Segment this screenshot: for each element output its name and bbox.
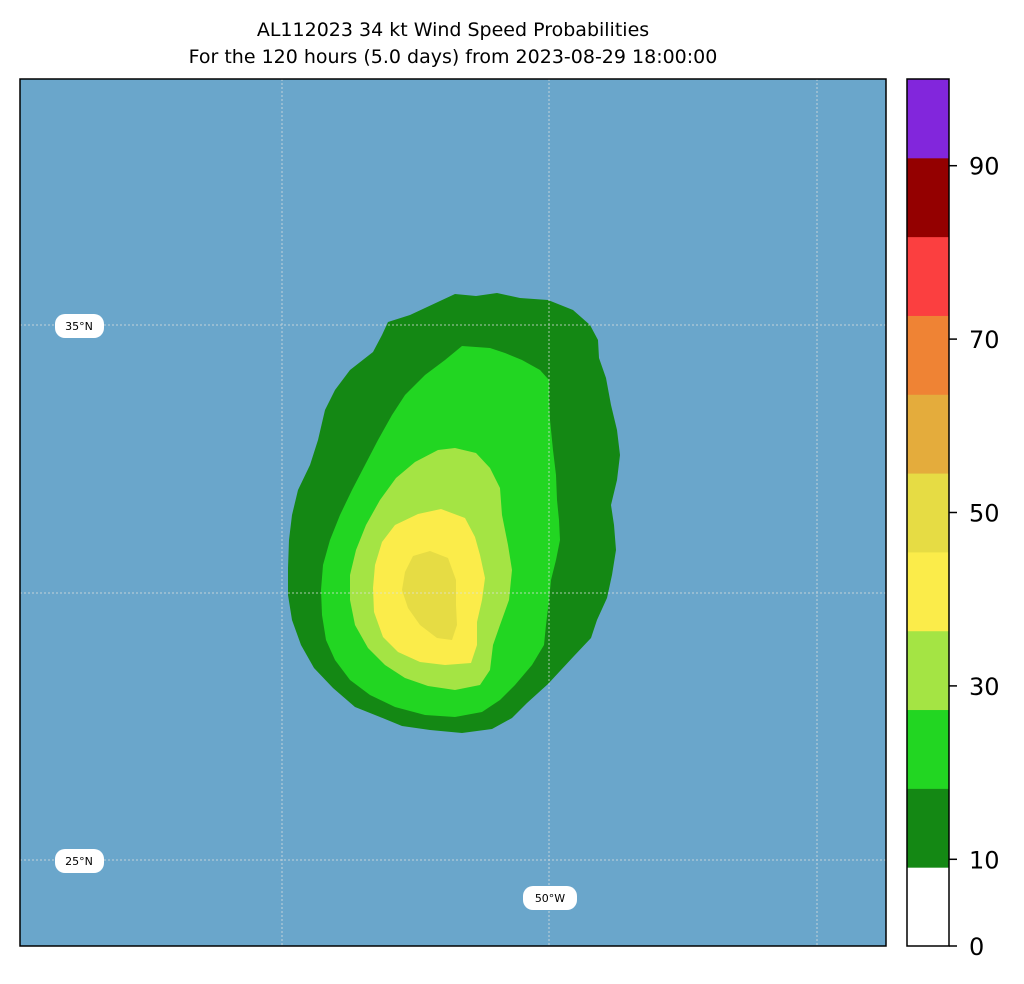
colorbar-bin-10-20 xyxy=(907,709,949,789)
colorbar-tick-label: 0 xyxy=(969,933,984,961)
colorbar-bin-30-40 xyxy=(907,551,949,632)
map-subtitle: For the 120 hours (5.0 days) from 2023-0… xyxy=(188,46,718,68)
colorbar-bin-20-30 xyxy=(907,630,949,711)
colorbar-bin-0-5 xyxy=(907,867,949,947)
lat-label-25n: 25°N xyxy=(55,849,104,873)
colorbar-bin-80-90 xyxy=(907,157,949,238)
colorbar: 0 10 30 50 70 90 xyxy=(906,78,1000,961)
colorbar-bin-5-10 xyxy=(907,788,949,868)
colorbar-tick-label: 50 xyxy=(969,500,1000,528)
lon-label-50w: 50°W xyxy=(523,886,577,910)
colorbar-bin-70-80 xyxy=(907,236,949,316)
colorbar-tick-label: 10 xyxy=(969,846,1000,874)
lon-label-50w-text: 50°W xyxy=(535,892,565,905)
map-frame xyxy=(19,78,887,947)
colorbar-tick-label: 30 xyxy=(969,673,1000,701)
lat-label-25n-text: 25°N xyxy=(65,855,93,868)
gridlines xyxy=(20,79,886,946)
colorbar-bin-90-100 xyxy=(907,79,949,159)
colorbar-tick-label: 90 xyxy=(969,153,1000,181)
colorbar-tick-label: 70 xyxy=(969,326,1000,354)
contour-40-50 xyxy=(402,551,457,640)
colorbar-bin-50-60 xyxy=(907,394,949,474)
colorbar-bin-40-50 xyxy=(907,473,949,553)
lat-label-35n: 35°N xyxy=(55,314,104,338)
map-title: AL112023 34 kt Wind Speed Probabilities xyxy=(256,19,650,41)
lat-label-35n-text: 35°N xyxy=(65,320,93,333)
colorbar-bin-60-70 xyxy=(907,315,949,395)
map-panel: 35°N 25°N 50°W xyxy=(19,78,887,947)
